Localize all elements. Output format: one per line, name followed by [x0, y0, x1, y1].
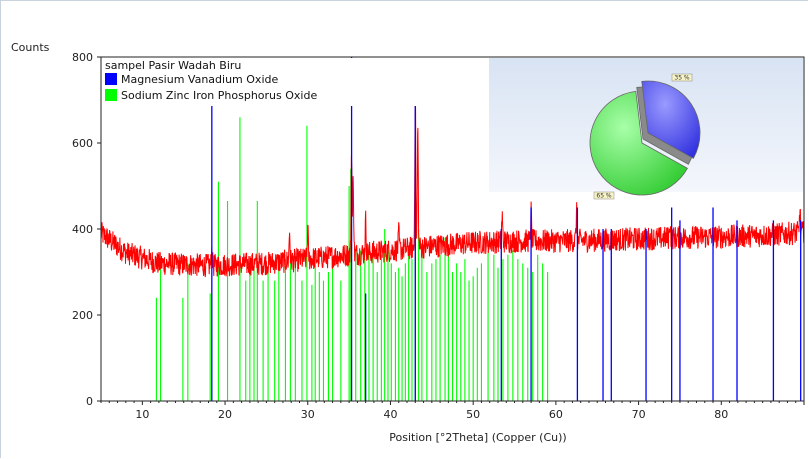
x-tick-label: 60: [549, 408, 563, 421]
y-axis: 0 200 400 600 800: [72, 51, 101, 408]
legend-label-magnesium: Magnesium Vanadium Oxide: [121, 73, 278, 86]
y-tick-label: 800: [72, 51, 93, 64]
x-tick-label: 80: [714, 408, 728, 421]
y-axis-title: Counts: [11, 41, 50, 54]
blue-reference-sticks: [211, 57, 802, 401]
phase-pie-chart: 35 % 65 %: [589, 73, 701, 200]
pie-label-magnesium-box: [671, 73, 693, 82]
x-tick-label: 30: [301, 408, 315, 421]
x-tick-label: 10: [135, 408, 149, 421]
y-tick-label: 600: [72, 137, 93, 150]
pie-label-magnesium: 35 %: [674, 75, 690, 82]
y-tick-label: 0: [86, 395, 93, 408]
x-tick-label: 70: [632, 408, 646, 421]
x-axis: 10 20 30 40 50 60 70 80: [100, 401, 805, 421]
legend-swatch-magnesium: [105, 73, 117, 85]
y-tick-label: 400: [72, 223, 93, 236]
x-tick-label: 50: [466, 408, 480, 421]
pie-slice-magnesium: [641, 80, 701, 159]
legend-label-sodium: Sodium Zinc Iron Phosphorus Oxide: [121, 89, 317, 102]
pie-slice-sodium: [589, 90, 688, 196]
legend-swatch-sodium: [105, 89, 117, 101]
pie-label-sodium-box: [593, 191, 615, 200]
legend-title: sampel Pasir Wadah Biru: [105, 59, 241, 72]
legend-background: [102, 58, 489, 106]
legend: sampel Pasir Wadah Biru Magnesium Vanadi…: [102, 58, 489, 106]
measured-pattern-line: [101, 93, 804, 278]
y-tick-label: 200: [72, 309, 93, 322]
measured-pattern: [101, 93, 804, 278]
pie-label-sodium: 65 %: [596, 193, 612, 200]
plot-frame: [100, 56, 805, 402]
x-tick-label: 20: [218, 408, 232, 421]
x-axis-title: Position [°2Theta] (Copper (Cu)): [389, 431, 566, 444]
x-tick-label: 40: [383, 408, 397, 421]
